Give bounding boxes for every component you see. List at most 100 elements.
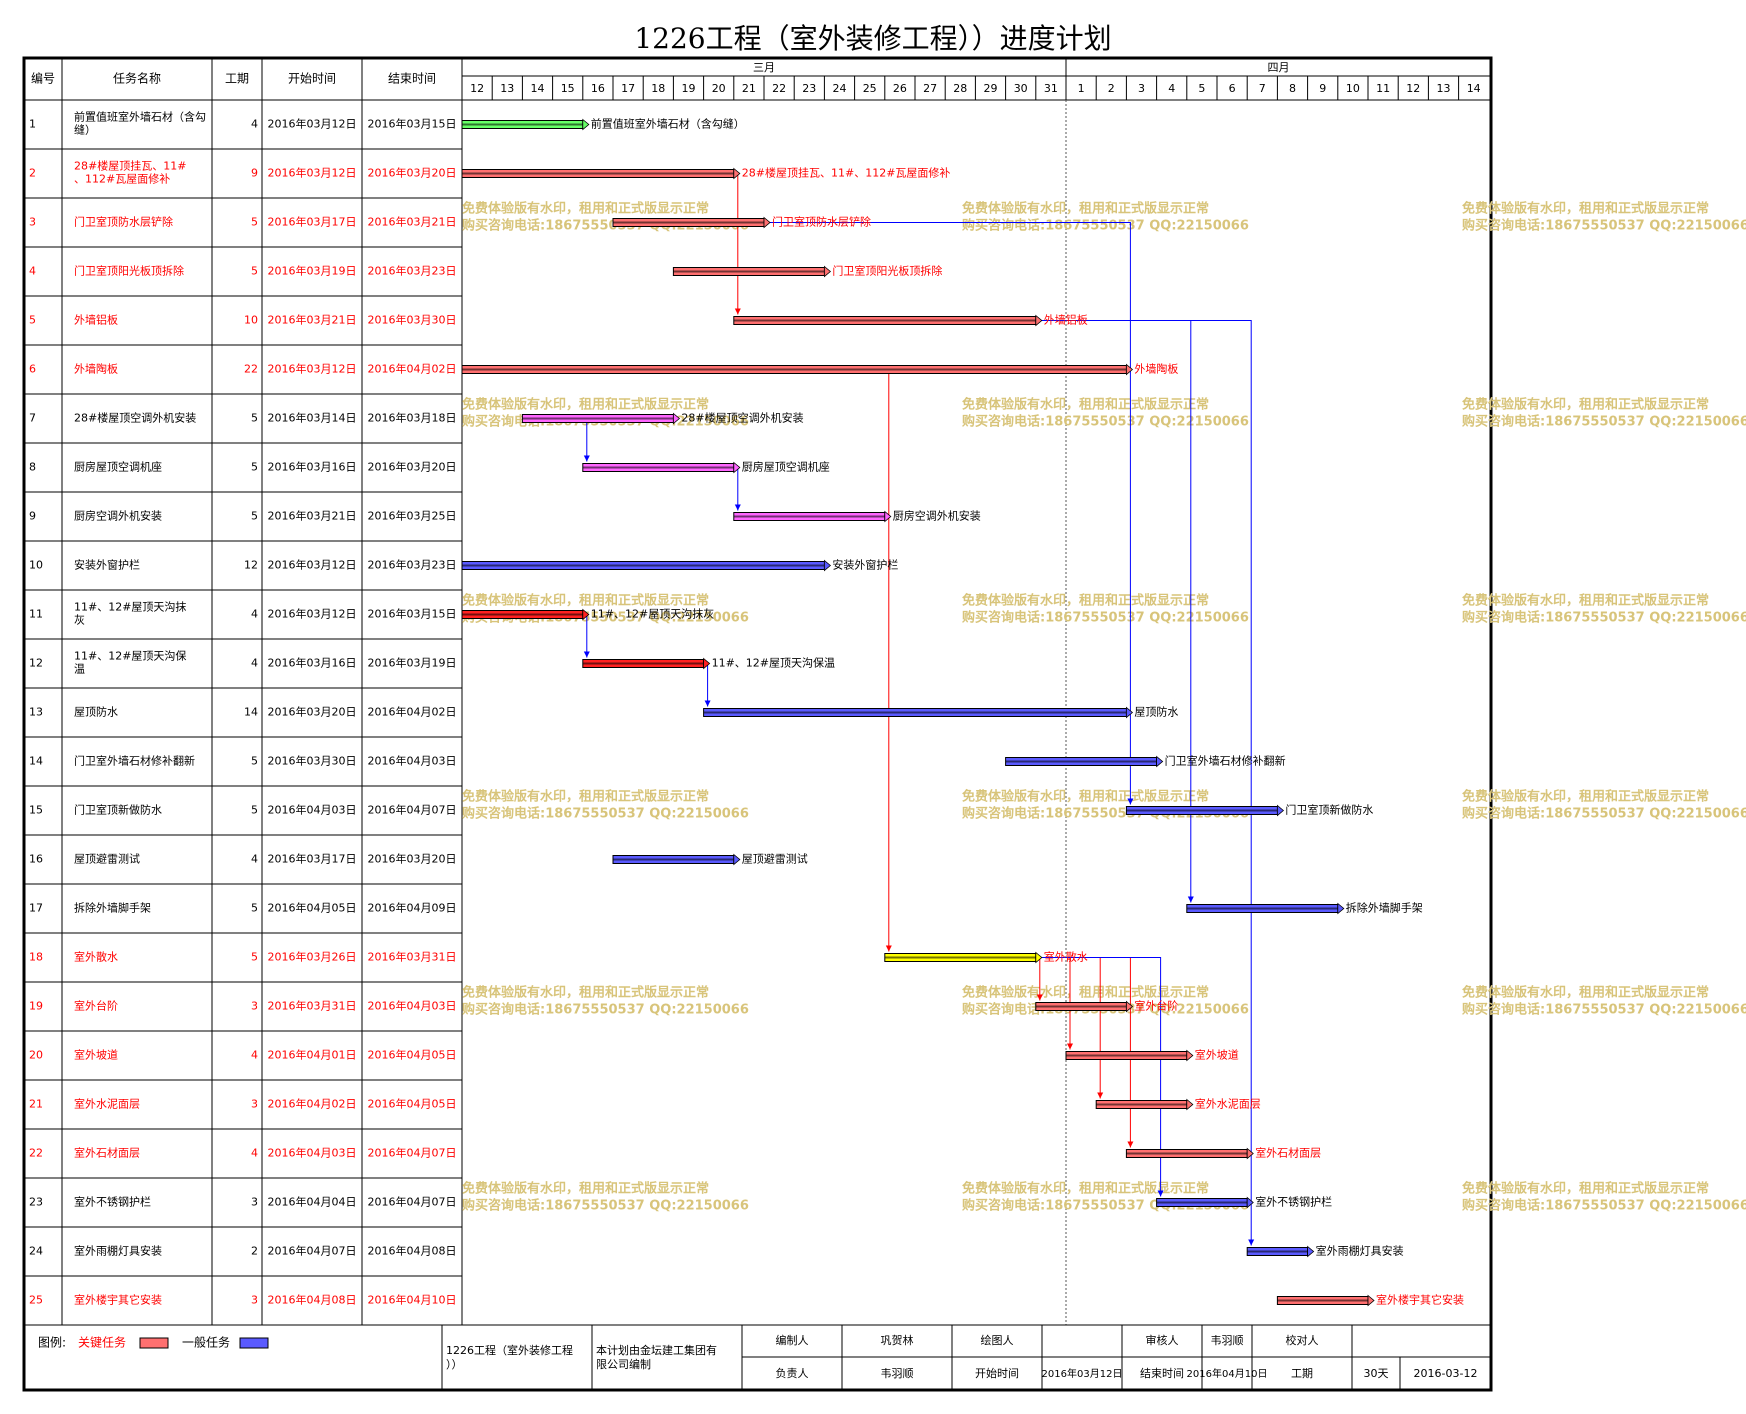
gantt-bar-label: 外墙陶板 (1134, 362, 1178, 376)
dependency-arrow (1067, 1043, 1073, 1050)
gantt-frame (22, 56, 1493, 1392)
task-name: 室外不锈钢护栏 (74, 1195, 151, 1209)
watermark-text: 购买咨询电话:18675550537 QQ:22150066 (1462, 1198, 1746, 1214)
task-duration: 3 (251, 1000, 258, 1013)
gantt-bar-end (1367, 1294, 1375, 1307)
task-duration: 4 (251, 608, 258, 621)
gantt-bar-label: 11#、12#屋顶天沟保温 (712, 656, 835, 670)
task-id: 13 (29, 706, 43, 719)
gantt-bar-end (733, 853, 741, 866)
day-label: 11 (1376, 82, 1390, 95)
task-start: 2016年03月19日 (268, 264, 357, 278)
watermark-text: 免费体验版有水印，租用和正式版显示正常 (1462, 593, 1709, 609)
task-duration: 4 (251, 1049, 258, 1062)
day-label: 3 (1138, 82, 1145, 95)
footer-end-label: 结束时间 (1140, 1367, 1184, 1380)
watermark-text: 购买咨询电话:18675550537 QQ:22150066 (462, 1198, 749, 1214)
day-label: 26 (893, 82, 907, 95)
gantt-bar-end (673, 412, 681, 425)
column-header-name: 任务名称 (113, 71, 161, 86)
task-end: 2016年04月03日 (368, 754, 457, 768)
task-end: 2016年04月07日 (368, 803, 457, 817)
day-label: 14 (1467, 82, 1481, 95)
footer-editor: 巩贺林 (881, 1333, 914, 1347)
task-name: 室外水泥面层 (74, 1097, 140, 1111)
dependency-arrow (1127, 1141, 1134, 1148)
task-name: 室外石材面层 (74, 1146, 140, 1160)
task-name: 28#楼屋顶空调外机安装 (74, 411, 196, 425)
footer-start-label: 开始时间 (975, 1366, 1019, 1380)
task-end: 2016年04月07日 (368, 1195, 457, 1209)
gantt-bar-end (1277, 804, 1285, 817)
task-start: 2016年03月12日 (268, 607, 357, 621)
task-duration: 3 (251, 1294, 258, 1307)
dependency-arrow (583, 455, 590, 462)
task-name: 温 (74, 663, 85, 676)
day-label: 7 (1259, 82, 1266, 95)
gantt-bar-end (1186, 1098, 1194, 1111)
day-label: 29 (984, 82, 998, 95)
task-start: 2016年04月01日 (268, 1048, 357, 1062)
watermark-text: 免费体验版有水印，租用和正式版显示正常 (462, 1181, 709, 1197)
watermark-text: 免费体验版有水印，租用和正式版显示正常 (462, 985, 709, 1001)
footer-owner: 韦羽顺 (881, 1367, 914, 1380)
day-label: 8 (1289, 82, 1296, 95)
gantt-bar-end (733, 167, 741, 180)
task-name: 11#、12#屋顶天沟保 (74, 649, 186, 663)
gantt-bar-label: 室外台阶 (1134, 999, 1178, 1013)
gantt-bar-label: 室外楼宇其它安装 (1376, 1293, 1464, 1307)
task-duration: 5 (251, 510, 258, 523)
day-label: 19 (682, 82, 696, 95)
task-start: 2016年04月04日 (268, 1195, 357, 1209)
task-end: 2016年03月20日 (368, 852, 457, 866)
gantt-bar-end (1156, 755, 1164, 768)
dependency-arrow (583, 651, 590, 658)
task-id: 8 (29, 461, 36, 474)
footer-owner-label: 负责人 (776, 1366, 809, 1380)
watermark-text: 购买咨询电话:18675550537 QQ:22150066 (962, 414, 1249, 430)
watermark-text: 免费体验版有水印，租用和正式版显示正常 (962, 985, 1209, 1001)
watermark-text: 购买咨询电话:18675550537 QQ:22150066 (1462, 414, 1746, 430)
task-name: 门卫室顶新做防水 (74, 803, 162, 817)
task-id: 25 (29, 1294, 43, 1307)
task-id: 5 (29, 314, 36, 327)
gantt-bar-label: 28#楼屋顶挂瓦、11#、112#瓦屋面修补 (742, 166, 951, 180)
task-start: 2016年03月16日 (268, 460, 357, 474)
dependency-arrow (734, 504, 741, 511)
task-id: 7 (29, 412, 36, 425)
gantt-bar-end (1126, 706, 1134, 719)
dependency-arrow (1157, 1190, 1164, 1197)
task-duration: 5 (251, 461, 258, 474)
task-name: 室外楼宇其它安装 (74, 1293, 162, 1307)
gantt-bar-end (1035, 951, 1043, 964)
day-label: 9 (1319, 82, 1326, 95)
day-label: 25 (863, 82, 877, 95)
watermark-text: 免费体验版有水印，租用和正式版显示正常 (462, 593, 709, 609)
task-end: 2016年04月02日 (368, 705, 457, 719)
day-label: 15 (561, 82, 575, 95)
task-start: 2016年04月08日 (268, 1293, 357, 1307)
footer-reviewer: 韦羽顺 (1211, 1334, 1244, 1347)
gantt-bar-label: 室外不锈钢护栏 (1255, 1195, 1332, 1209)
task-name: 外墙陶板 (74, 362, 118, 376)
watermark-text: 免费体验版有水印，租用和正式版显示正常 (962, 201, 1209, 217)
task-start: 2016年04月07日 (268, 1244, 357, 1258)
watermark-text: 购买咨询电话:18675550537 QQ:22150066 (1462, 806, 1746, 822)
watermark-text: 免费体验版有水印，租用和正式版显示正常 (1462, 201, 1709, 217)
task-end: 2016年03月21日 (368, 215, 457, 229)
day-label: 2 (1108, 82, 1115, 95)
footer-end: 2016年04月10日 (1187, 1367, 1268, 1380)
legend-normal-swatch (239, 1337, 269, 1349)
task-end: 2016年03月30日 (368, 313, 457, 327)
day-label: 28 (953, 82, 967, 95)
gantt-bar-end (1246, 1147, 1254, 1160)
gantt-bar-label: 门卫室顶防水层铲除 (772, 215, 871, 229)
task-name: 灰 (74, 613, 85, 627)
footer-editor-label: 编制人 (776, 1333, 809, 1347)
day-label: 22 (772, 82, 786, 95)
task-name: 室外台阶 (74, 999, 118, 1013)
watermark-text: 免费体验版有水印，租用和正式版显示正常 (1462, 789, 1709, 805)
watermark-text: 购买咨询电话:18675550537 QQ:22150066 (1462, 610, 1746, 626)
gantt-bar-end (884, 510, 892, 523)
